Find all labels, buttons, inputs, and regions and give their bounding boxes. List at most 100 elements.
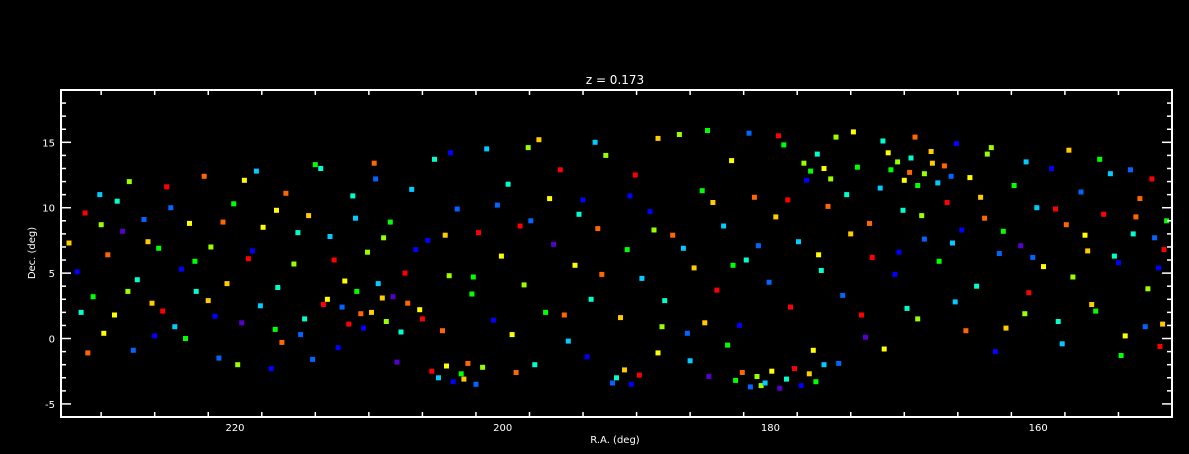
data-point bbox=[978, 194, 984, 200]
data-point bbox=[216, 355, 222, 361]
data-point bbox=[295, 230, 301, 236]
x-axis-ticks: 220 200 180 160 bbox=[100, 90, 1120, 434]
data-point bbox=[220, 219, 226, 225]
data-point bbox=[982, 215, 988, 221]
data-point bbox=[572, 262, 578, 268]
data-point bbox=[145, 239, 151, 245]
data-point bbox=[279, 339, 285, 345]
chart-title: z = 0.173 bbox=[586, 73, 644, 87]
data-point bbox=[465, 360, 471, 366]
data-point bbox=[901, 177, 907, 183]
data-point bbox=[398, 329, 404, 335]
data-point bbox=[120, 228, 126, 234]
data-point bbox=[785, 197, 791, 203]
data-point bbox=[429, 368, 435, 374]
data-point bbox=[375, 281, 381, 287]
data-point bbox=[699, 188, 705, 194]
data-point bbox=[302, 316, 308, 322]
data-point bbox=[1142, 324, 1148, 330]
data-point bbox=[85, 350, 91, 356]
data-point bbox=[628, 381, 634, 387]
data-point bbox=[291, 261, 297, 267]
data-point bbox=[1070, 274, 1076, 280]
data-point bbox=[1133, 214, 1139, 220]
data-point bbox=[112, 312, 117, 318]
data-point bbox=[776, 133, 781, 139]
data-point bbox=[1003, 325, 1009, 331]
data-point bbox=[836, 360, 842, 366]
data-point bbox=[126, 179, 132, 185]
data-point bbox=[379, 295, 385, 301]
data-point bbox=[963, 328, 969, 334]
data-point bbox=[432, 156, 437, 162]
data-point bbox=[160, 308, 166, 314]
data-point bbox=[702, 320, 708, 326]
data-point bbox=[959, 227, 965, 233]
data-point bbox=[409, 186, 415, 192]
data-point bbox=[361, 325, 366, 331]
data-point bbox=[253, 168, 259, 174]
data-point bbox=[130, 347, 136, 353]
data-point bbox=[881, 346, 887, 352]
data-point bbox=[394, 359, 400, 365]
data-point bbox=[952, 299, 958, 305]
data-point bbox=[448, 150, 453, 156]
y-axis-label: Dec. (deg) bbox=[27, 227, 38, 279]
data-point bbox=[588, 296, 594, 302]
data-point bbox=[521, 282, 527, 288]
data-point bbox=[988, 145, 994, 151]
data-point bbox=[342, 278, 348, 284]
data-point bbox=[331, 257, 337, 263]
data-point bbox=[1093, 308, 1099, 314]
data-point bbox=[1157, 343, 1163, 349]
data-point bbox=[632, 172, 638, 178]
data-point bbox=[844, 192, 850, 198]
data-point bbox=[249, 248, 255, 254]
data-point bbox=[680, 245, 686, 251]
data-point bbox=[274, 207, 279, 213]
data-point bbox=[354, 288, 360, 294]
data-point bbox=[387, 219, 393, 225]
data-point bbox=[98, 222, 104, 228]
data-point bbox=[996, 251, 1002, 256]
data-point bbox=[1137, 196, 1143, 202]
x-tick-label: 180 bbox=[761, 423, 780, 434]
data-point bbox=[114, 198, 120, 204]
data-point bbox=[907, 169, 913, 175]
data-point bbox=[547, 196, 553, 202]
data-point bbox=[904, 305, 910, 311]
data-point bbox=[622, 367, 627, 373]
data-point bbox=[1026, 290, 1032, 296]
data-point bbox=[245, 256, 251, 262]
data-point bbox=[402, 270, 408, 276]
data-point bbox=[369, 309, 374, 315]
x-axis-label: R.A. (deg) bbox=[590, 435, 640, 446]
data-point bbox=[854, 164, 860, 170]
data-point bbox=[134, 277, 140, 283]
y-tick-label: 5 bbox=[49, 269, 55, 280]
data-point bbox=[312, 162, 318, 168]
data-point bbox=[272, 326, 278, 332]
data-point bbox=[224, 281, 230, 287]
data-point bbox=[241, 177, 247, 183]
data-point bbox=[808, 168, 814, 174]
data-point bbox=[1145, 286, 1151, 292]
data-point bbox=[1055, 319, 1061, 324]
data-point bbox=[614, 375, 619, 381]
data-point bbox=[192, 258, 198, 264]
data-point bbox=[935, 180, 941, 186]
data-point bbox=[551, 241, 557, 247]
data-point bbox=[1122, 333, 1128, 339]
y-tick-label: 15 bbox=[42, 138, 55, 149]
y-tick-label: 0 bbox=[49, 335, 55, 346]
data-point bbox=[730, 262, 736, 268]
data-point bbox=[810, 347, 816, 353]
data-point bbox=[494, 202, 500, 208]
data-point bbox=[413, 247, 419, 253]
data-point bbox=[179, 266, 184, 272]
data-point bbox=[1118, 353, 1124, 358]
data-point bbox=[714, 287, 720, 293]
data-point bbox=[1041, 264, 1046, 270]
data-point bbox=[105, 252, 111, 258]
data-point bbox=[936, 258, 942, 264]
